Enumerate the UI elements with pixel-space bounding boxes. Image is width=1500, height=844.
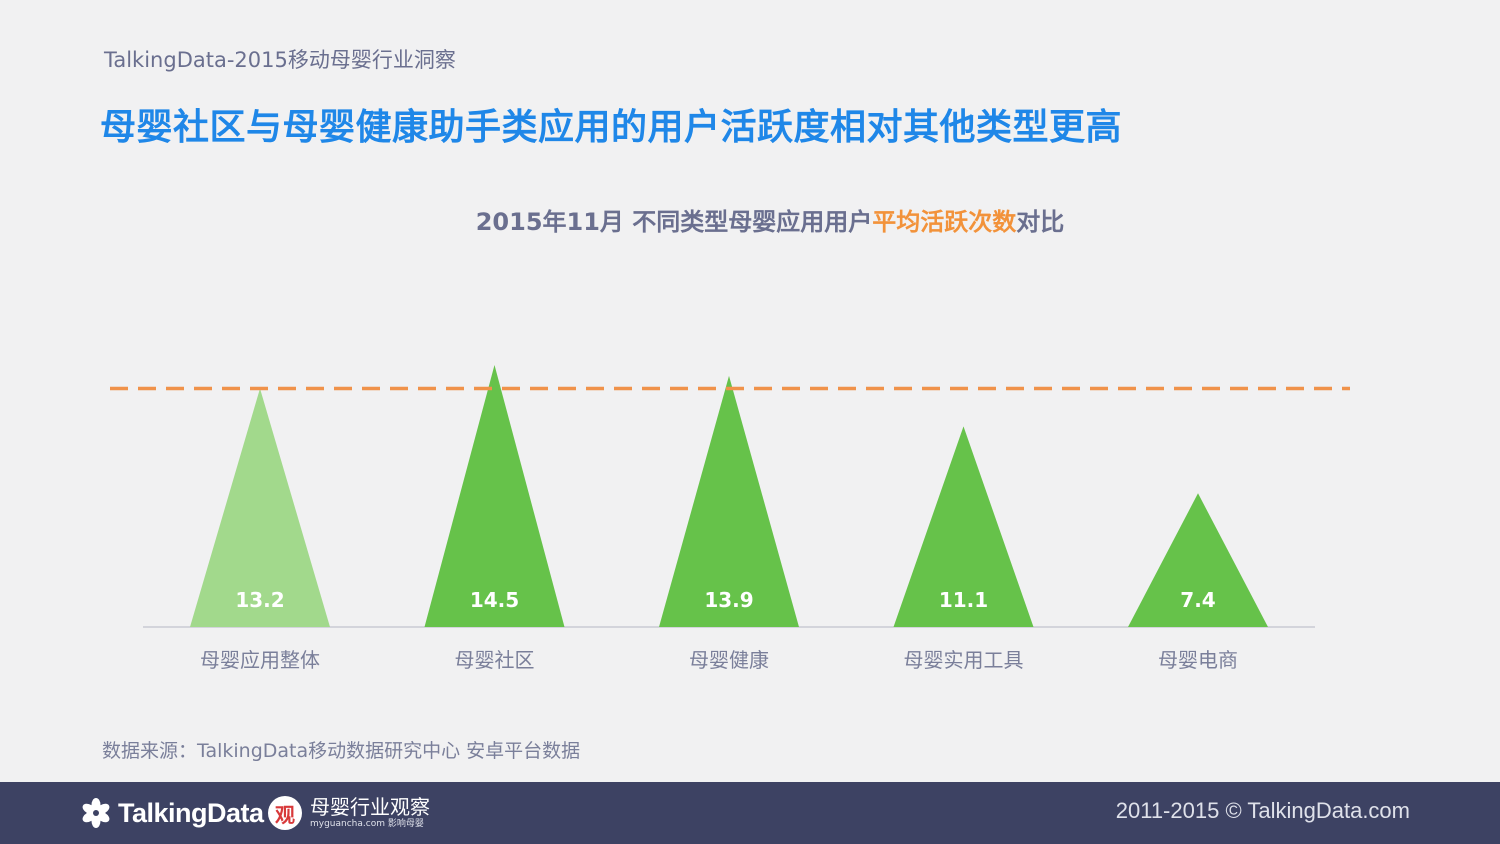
chart-title-highlight: 平均活跃次数 [872,208,1017,236]
chart-title: 2015年11月 不同类型母婴应用用户平均活跃次数对比 [0,202,1500,237]
partner-subtitle: myguancha.com 影响母婴 [310,819,424,829]
page-headline: 母婴社区与母婴健康助手类应用的用户活跃度相对其他类型更高 [100,107,1123,148]
data-label: 13.9 [704,588,753,612]
talkingdata-logo: TalkingData [80,794,264,832]
data-label: 7.4 [1180,588,1215,612]
talkingdata-flower-icon [82,798,110,828]
footer-bar: TalkingData 观 母婴行业观察 myguancha.com 影响母婴 … [0,782,1500,844]
copyright-text: 2011-2015 © TalkingData.com [1115,798,1410,823]
bar-mark [424,365,565,627]
bar-mark [659,375,799,627]
category-label: 母婴健康 [689,648,769,672]
category-label: 母婴电商 [1158,648,1238,672]
category-label: 母婴社区 [455,648,535,672]
triangle-bar-chart: 13.2 母婴应用整体 14.5 母婴社区 13.9 母婴健康 11.1 母婴实用工具 7.4 母… [110,365,1350,672]
report-title: TalkingData-2015移动母婴行业洞察 [104,48,456,72]
partner-badge-icon: 观 [268,796,302,830]
data-label: 11.1 [939,588,988,612]
chart-title-part1: 2015年11月 不同类型母婴应用用户 [475,208,873,236]
data-label: 14.5 [470,588,519,612]
bar-mark [893,426,1034,627]
bar-mark [1128,493,1268,627]
bar-mark [190,388,330,627]
category-label: 母婴实用工具 [904,648,1024,672]
source-note: 数据来源：TalkingData移动数据研究中心 安卓平台数据 [102,740,581,762]
data-label: 13.2 [235,588,284,612]
partner-logo: 观 母婴行业观察 myguancha.com 影响母婴 [268,792,430,834]
brand-name: TalkingData [118,797,264,828]
category-label: 母婴应用整体 [200,648,320,672]
partner-name: 母婴行业观察 [310,795,430,819]
chart-title-part2: 对比 [1016,208,1065,236]
